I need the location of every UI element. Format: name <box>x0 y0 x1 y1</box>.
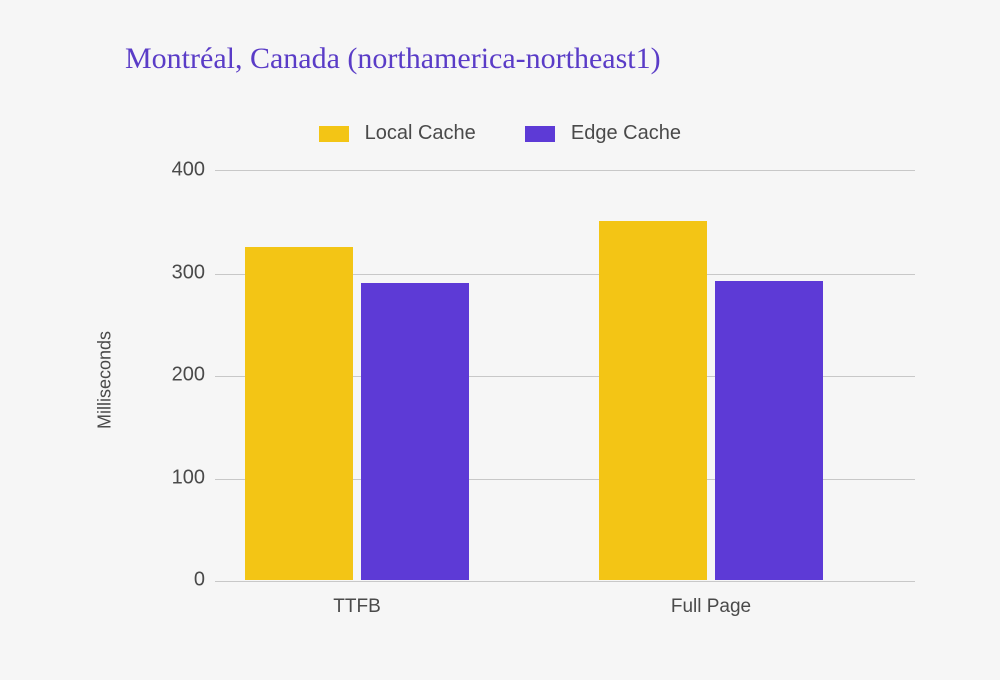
chart-title: Montréal, Canada (northamerica-northeast… <box>125 42 661 76</box>
x-tick-label: Full Page <box>671 596 751 618</box>
bar <box>715 281 823 580</box>
y-tick-label: 0 <box>155 569 205 592</box>
legend-swatch-0 <box>319 126 349 142</box>
y-tick-label: 400 <box>155 159 205 182</box>
bar <box>361 283 469 580</box>
x-tick-label: TTFB <box>333 596 381 618</box>
legend-item-0: Local Cache <box>319 122 476 145</box>
legend-swatch-1 <box>525 126 555 142</box>
legend: Local Cache Edge Cache <box>0 122 1000 145</box>
y-tick-label: 300 <box>155 261 205 284</box>
y-tick-label: 100 <box>155 466 205 489</box>
bar <box>245 247 353 580</box>
y-axis-label: Milliseconds <box>95 331 116 429</box>
plot-area <box>215 170 915 580</box>
gridline <box>215 581 915 582</box>
y-tick-label: 200 <box>155 364 205 387</box>
bar <box>599 221 707 580</box>
legend-label-0: Local Cache <box>365 122 476 144</box>
legend-label-1: Edge Cache <box>571 122 681 144</box>
legend-item-1: Edge Cache <box>525 122 681 145</box>
